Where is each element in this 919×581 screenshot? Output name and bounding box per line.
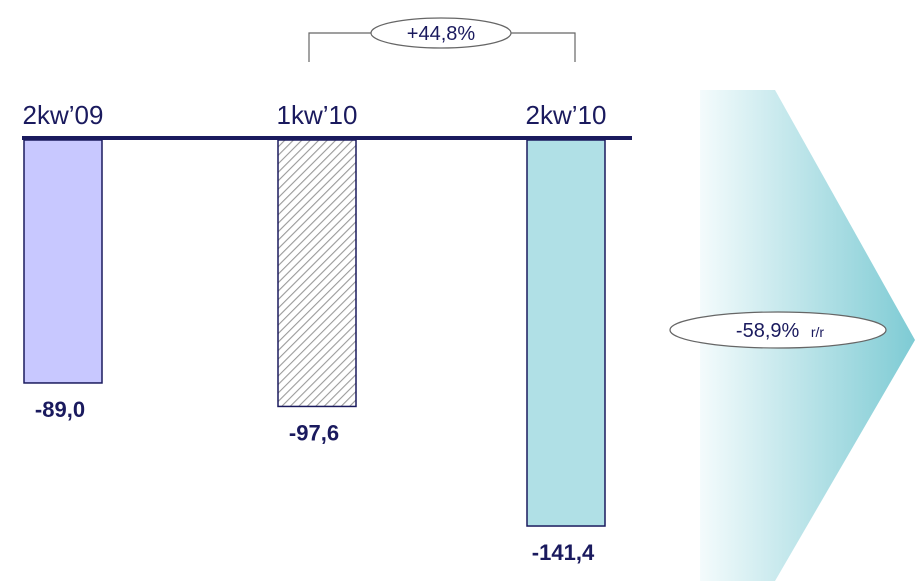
qoq-bubble <box>370 17 512 49</box>
value-label-1: -89,0 <box>35 397 85 422</box>
bar-1 <box>23 139 103 384</box>
yoy-change-annotation: -58,9% r/r <box>669 311 887 349</box>
svg-text:-58,9% r/r: -58,9% r/r <box>736 320 824 342</box>
bar-3 <box>526 139 606 527</box>
yoy-bubble <box>669 311 887 349</box>
bar-2 <box>277 139 357 408</box>
category-label-1: 2kw’09 <box>23 100 104 130</box>
yoy-change-label: -58,9% <box>736 320 800 342</box>
qoq-change-annotation: +44,8% <box>308 17 576 62</box>
category-label-3: 2kw’10 <box>526 100 607 130</box>
qoq-change-label: +44,8% <box>407 23 476 45</box>
value-label-2: -97,6 <box>289 420 339 445</box>
category-label-2: 1kw’10 <box>277 100 358 130</box>
yoy-suffix-label: r/r <box>811 324 825 340</box>
value-label-3: -141,4 <box>532 540 595 565</box>
qoq-bracket <box>308 32 576 62</box>
